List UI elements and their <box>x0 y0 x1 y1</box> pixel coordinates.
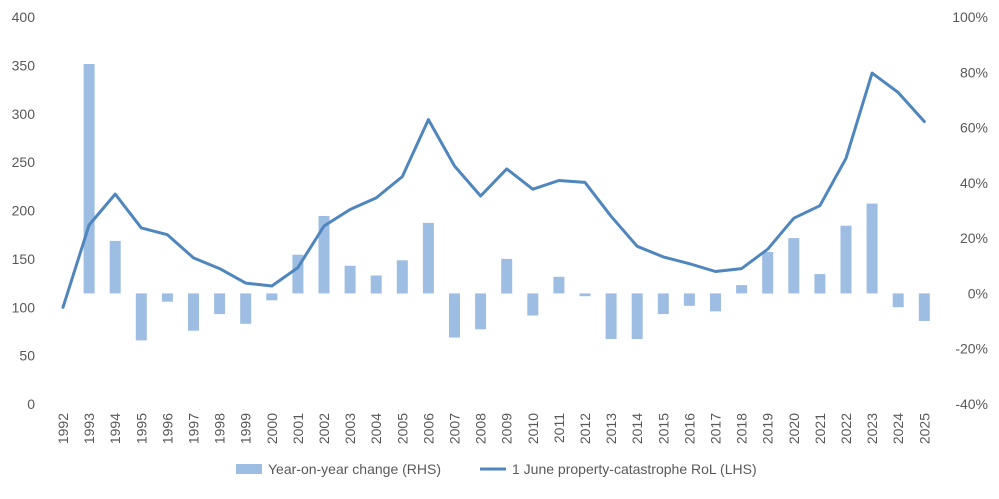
x-tick-label: 2003 <box>342 413 358 444</box>
x-tick-label: 1997 <box>186 413 202 444</box>
x-tick-label: 1994 <box>107 413 123 444</box>
x-axis: 1992 1993 1994 1995 1996 1997 1998 1999 2000 2001… <box>55 413 932 444</box>
bar-2008 <box>475 293 487 330</box>
bar-2025 <box>918 293 930 321</box>
y-right-tick-label: -40% <box>955 396 988 412</box>
bar-2022 <box>840 225 852 294</box>
x-tick-label: 2005 <box>394 413 410 444</box>
x-tick-label: 1999 <box>238 413 254 444</box>
legend-swatch-yoy-change <box>236 464 262 474</box>
x-tick-label: 2009 <box>499 413 515 444</box>
bar-2021 <box>814 274 826 294</box>
bar-1995 <box>135 293 147 341</box>
bar-2016 <box>683 293 695 306</box>
bar-2010 <box>527 293 539 316</box>
x-tick-label: 2008 <box>473 413 489 444</box>
bar-2003 <box>344 265 356 294</box>
x-tick-label: 2013 <box>603 413 619 444</box>
legend-label-rol: 1 June property-catastrophe RoL (LHS) <box>512 461 757 477</box>
bar-1997 <box>188 293 199 331</box>
bar-2001 <box>292 254 304 294</box>
bar-2023 <box>866 203 878 294</box>
bar-2006 <box>422 222 434 294</box>
y-right-tick-label: -20% <box>955 341 988 357</box>
bar-2013 <box>605 293 617 339</box>
y-right-tick-label: 80% <box>960 64 988 80</box>
y-left-tick-label: 0 <box>27 396 35 412</box>
y-left-tick-label: 350 <box>12 57 36 73</box>
x-tick-label: 1993 <box>81 413 97 444</box>
x-tick-label: 2023 <box>864 413 880 444</box>
y-right-tick-label: 100% <box>952 9 988 25</box>
y-left-tick-label: 300 <box>12 106 36 122</box>
y-axis-right: -40% -20% 0% 20% 40% 60% 80% 100% <box>952 9 988 412</box>
bar-2018 <box>736 285 748 294</box>
bar-2002 <box>318 216 330 294</box>
bar-2011 <box>553 276 565 294</box>
bar-1994 <box>109 240 121 294</box>
y-right-tick-label: 0% <box>968 285 988 301</box>
bar-1993 <box>83 64 95 294</box>
y-left-tick-label: 250 <box>12 154 36 170</box>
bar-1998 <box>214 293 226 315</box>
bar-2007 <box>449 293 460 338</box>
y-left-tick-label: 50 <box>19 348 35 364</box>
x-tick-label: 2019 <box>760 413 776 444</box>
bar-2012 <box>579 293 591 297</box>
bar-2005 <box>396 260 408 294</box>
y-left-tick-label: 150 <box>12 251 36 267</box>
y-axis-left: 0 50 100 150 200 250 300 350 400 <box>12 9 36 412</box>
bar-2000 <box>266 293 278 301</box>
x-tick-label: 2010 <box>525 413 541 444</box>
y-right-tick-label: 60% <box>960 120 988 136</box>
y-left-tick-label: 400 <box>12 9 36 25</box>
x-tick-label: 2011 <box>551 413 567 443</box>
x-tick-label: 2024 <box>890 413 906 444</box>
bar-2017 <box>710 293 721 312</box>
x-tick-label: 2020 <box>786 413 802 444</box>
bar-2014 <box>631 293 643 339</box>
x-tick-label: 2017 <box>708 413 724 444</box>
y-left-tick-label: 200 <box>12 203 36 219</box>
x-tick-label: 2015 <box>655 413 671 444</box>
bar-1999 <box>240 293 252 324</box>
x-tick-label: 1992 <box>55 413 71 444</box>
x-tick-label: 2016 <box>681 413 697 444</box>
x-tick-label: 2006 <box>420 413 436 444</box>
bar-2024 <box>892 293 904 308</box>
bar-2004 <box>370 275 382 294</box>
x-tick-label: 2001 <box>290 413 306 444</box>
legend-label-yoy-change: Year-on-year change (RHS) <box>268 461 441 477</box>
x-tick-label: 2025 <box>916 413 932 444</box>
line-series-layer <box>61 71 926 309</box>
x-tick-label: 2007 <box>447 413 463 444</box>
y-right-tick-label: 20% <box>960 230 988 246</box>
bar-2009 <box>501 258 513 294</box>
legend: Year-on-year change (RHS) 1 June propert… <box>236 461 757 477</box>
x-tick-label: 2004 <box>368 413 384 444</box>
x-tick-label: 1998 <box>212 413 228 444</box>
x-tick-label: 2012 <box>577 413 593 444</box>
line-series-rol <box>61 71 926 309</box>
y-left-tick-label: 100 <box>12 299 36 315</box>
x-tick-label: 2022 <box>838 413 854 444</box>
bar-1996 <box>161 293 173 302</box>
x-tick-label: 1996 <box>159 413 175 444</box>
x-tick-label: 2021 <box>812 413 828 444</box>
bar-2019 <box>762 252 774 294</box>
x-tick-label: 2014 <box>629 413 645 444</box>
bar-2015 <box>657 293 669 315</box>
x-tick-label: 2002 <box>316 413 332 444</box>
bar-2020 <box>788 238 800 294</box>
bar-series-yoy-change <box>83 64 930 341</box>
y-right-tick-label: 40% <box>960 175 988 191</box>
x-tick-label: 1995 <box>133 413 149 444</box>
x-tick-label: 2018 <box>734 413 750 444</box>
x-tick-label: 2000 <box>264 413 280 444</box>
